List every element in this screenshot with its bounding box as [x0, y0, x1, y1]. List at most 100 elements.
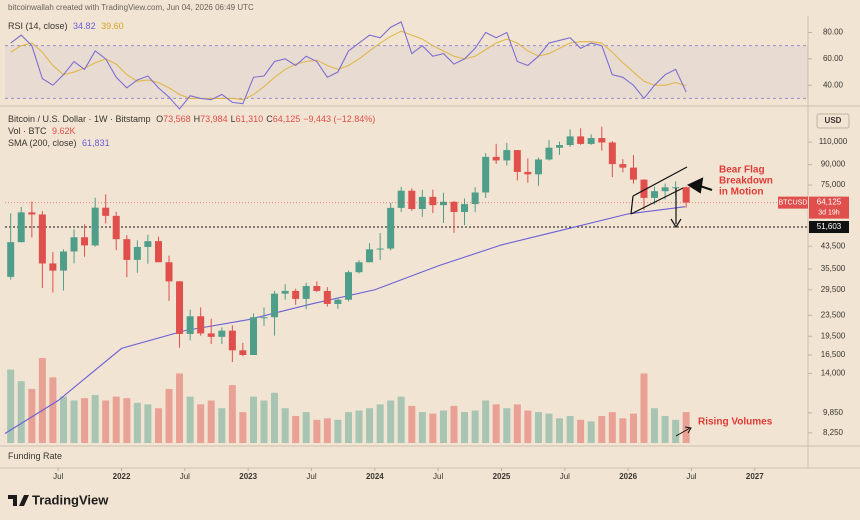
- volume-bar: [323, 418, 331, 443]
- candle-body: [313, 286, 321, 291]
- volume-bar: [577, 419, 585, 443]
- candle-body: [556, 145, 564, 148]
- volume-bar: [513, 404, 521, 443]
- x-tick-label: Jul: [560, 472, 570, 481]
- candle-body: [492, 156, 500, 161]
- candle-body: [461, 204, 469, 212]
- rsi-tick-label: 80.00: [823, 28, 844, 37]
- volume-bar: [207, 400, 215, 443]
- candle-body: [81, 237, 89, 246]
- volume-bar: [376, 404, 384, 443]
- volume-bar: [661, 415, 669, 443]
- x-tick-label: Jul: [433, 472, 443, 481]
- candle-body: [155, 241, 163, 263]
- x-tick-label: 2022: [113, 472, 131, 481]
- rsi-value: 34.82: [73, 21, 96, 31]
- x-tick-label: 2023: [239, 472, 257, 481]
- volume-bar: [186, 396, 194, 443]
- volume-bar: [123, 398, 131, 443]
- x-tick-label: 2026: [619, 472, 637, 481]
- volume-bar: [302, 412, 310, 443]
- candle-body: [323, 290, 331, 304]
- volume-bar: [640, 373, 648, 443]
- breakdown-arrowhead: [670, 218, 682, 229]
- candle-body: [629, 167, 637, 180]
- volume-bar: [608, 412, 616, 443]
- price-change: −9,443 (−12.84%): [303, 114, 376, 124]
- candle-body: [619, 164, 627, 168]
- volume-bar: [133, 402, 141, 443]
- volume-bar: [545, 413, 553, 443]
- volume-legend: Vol · BTC 9.62K: [8, 126, 79, 136]
- candle-body: [387, 207, 395, 249]
- volume-bar: [471, 410, 479, 443]
- volume-bar: [281, 408, 289, 443]
- volume-bar: [102, 400, 110, 443]
- candle-body: [598, 138, 606, 143]
- volume-bar: [49, 377, 57, 443]
- sma-line: [4, 206, 686, 434]
- x-tick-label: Jul: [686, 472, 696, 481]
- candle-body: [524, 171, 532, 175]
- volume-bar: [387, 400, 395, 443]
- plot-area: 110,000 90,000 75,000 43,500 35,500 29,500 23,…: [4, 21, 849, 481]
- candle-body: [534, 159, 542, 175]
- volume-bar: [38, 358, 46, 443]
- volume-bar: [249, 396, 257, 443]
- candle-body: [260, 317, 268, 319]
- volume-bar: [566, 415, 574, 443]
- candle-body: [366, 249, 374, 263]
- candle-body: [344, 272, 352, 300]
- x-tick-label: 2025: [493, 472, 511, 481]
- candle-body: [91, 207, 99, 246]
- flag-lower-line: [630, 187, 684, 215]
- lower-pane-title: Funding Rate: [8, 451, 63, 461]
- credit: bitcoinwallah created with TradingView.c…: [8, 3, 254, 12]
- volume-bar: [218, 408, 226, 443]
- volume-bar: [524, 410, 532, 443]
- volume-bar: [112, 396, 120, 443]
- ohlc-value: 61,310: [235, 114, 264, 124]
- volume-bar: [503, 408, 511, 443]
- volume-title: Vol · BTC: [8, 126, 47, 136]
- support-tag: [809, 221, 849, 234]
- currency-box: [816, 113, 850, 129]
- candle-body: [376, 248, 384, 250]
- candle-body: [587, 138, 595, 144]
- volume-bar: [28, 388, 36, 443]
- x-tick-label: 2027: [746, 472, 764, 481]
- volume-bar: [176, 373, 184, 443]
- volume-bar: [619, 418, 627, 443]
- currency-label: USD: [825, 116, 842, 125]
- x-tick-label: Jul: [180, 472, 190, 481]
- volume-bar: [197, 404, 205, 443]
- candle-body: [650, 191, 658, 198]
- candle-body: [197, 316, 205, 334]
- candle-body: [165, 262, 173, 282]
- volume-bar: [7, 369, 15, 443]
- volume-bar: [534, 412, 542, 443]
- volume-bar: [81, 398, 89, 443]
- annotation-text: Breakdown: [719, 176, 773, 187]
- volume-bar: [672, 419, 680, 443]
- annotation-text: Bear Flag: [719, 165, 765, 176]
- candle-body: [577, 136, 585, 144]
- candle-body: [482, 156, 490, 193]
- countdown-label: 3d 19h: [818, 209, 840, 216]
- volume-bar: [629, 413, 637, 443]
- candle-body: [608, 142, 616, 165]
- volume-bar: [60, 396, 68, 443]
- ohlc-key: O: [156, 114, 164, 124]
- price-legend: Bitcoin / U.S. Dollar · 1W · Bitstamp O7…: [8, 114, 378, 124]
- volume-bar: [429, 413, 437, 443]
- y-tick-label: 35,500: [821, 264, 846, 273]
- candle-body: [176, 281, 184, 334]
- volume-bar: [408, 405, 416, 443]
- candle-body: [186, 316, 194, 334]
- candle-body: [112, 215, 120, 240]
- candle-body: [281, 290, 289, 294]
- brand-name: TradingView: [32, 492, 109, 507]
- volume-bar: [344, 412, 352, 443]
